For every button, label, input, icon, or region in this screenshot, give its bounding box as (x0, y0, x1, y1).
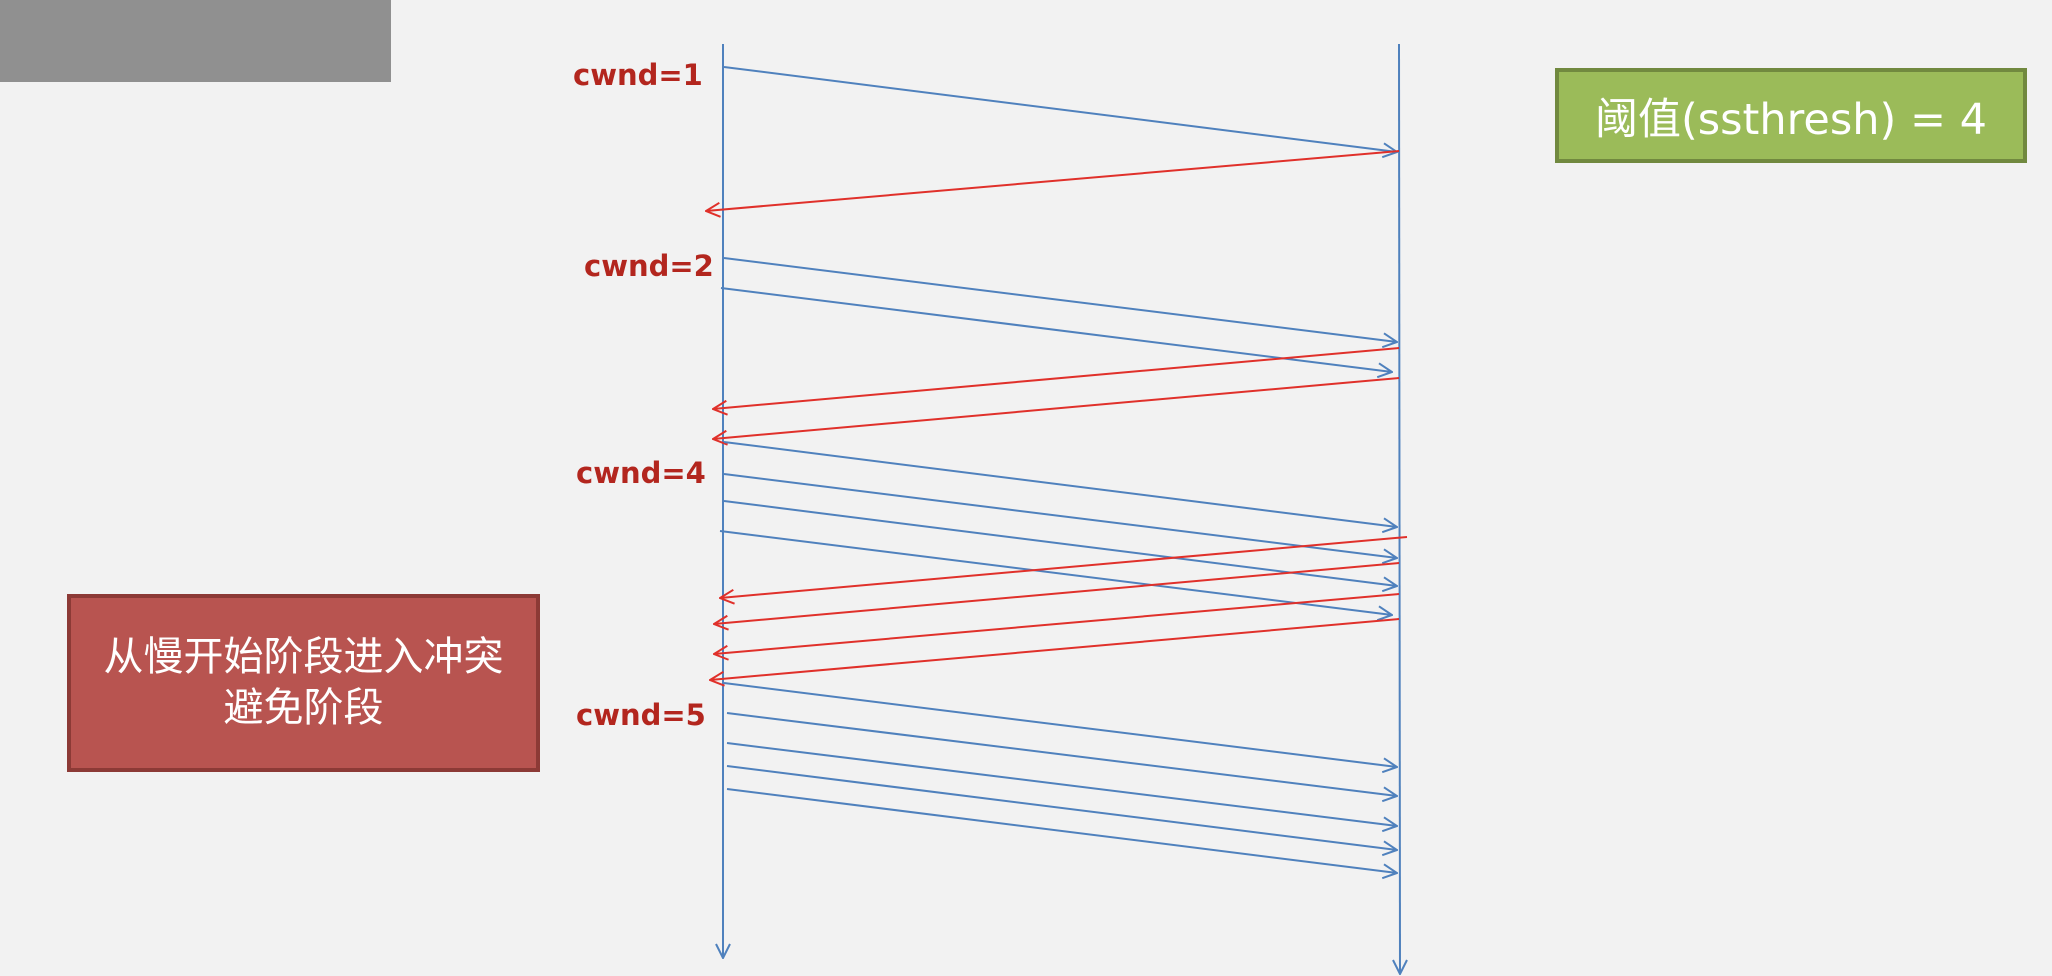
cwnd-label-1: cwnd=1 (573, 58, 703, 92)
segment-arrow (723, 682, 1397, 767)
segment-arrow (723, 500, 1397, 586)
segment-arrow (726, 742, 1397, 826)
segment-arrow (726, 788, 1397, 873)
phase-transition-box: 从慢开始阶段进入冲突避免阶段 (67, 594, 540, 772)
ack-arrow (714, 593, 1400, 654)
segment-arrow (719, 530, 1392, 615)
ack-arrow (713, 377, 1400, 439)
cwnd-label-5: cwnd=5 (576, 698, 706, 732)
threshold-text: 阈值(ssthresh) = 4 (1594, 94, 1988, 145)
segment-arrow (723, 473, 1397, 558)
ack-arrow (706, 150, 1400, 211)
ack-arrow (714, 562, 1400, 624)
segment-arrow (726, 712, 1397, 796)
segment-arrow (723, 257, 1397, 342)
segment-arrow (720, 287, 1392, 372)
ack-arrow (710, 618, 1400, 680)
ack-arrow (713, 347, 1400, 409)
phase-transition-text: 从慢开始阶段进入冲突避免阶段 (103, 633, 504, 731)
segment-arrow (723, 66, 1397, 152)
segment-arrow (723, 441, 1397, 527)
gray-corner-block (0, 0, 391, 82)
receiver-timeline (1399, 43, 1400, 974)
threshold-box: 阈值(ssthresh) = 4 (1555, 68, 2027, 163)
cwnd-label-2: cwnd=2 (584, 249, 714, 283)
ack-arrow (720, 536, 1408, 598)
segment-arrow (726, 765, 1397, 850)
cwnd-label-4: cwnd=4 (576, 456, 706, 490)
